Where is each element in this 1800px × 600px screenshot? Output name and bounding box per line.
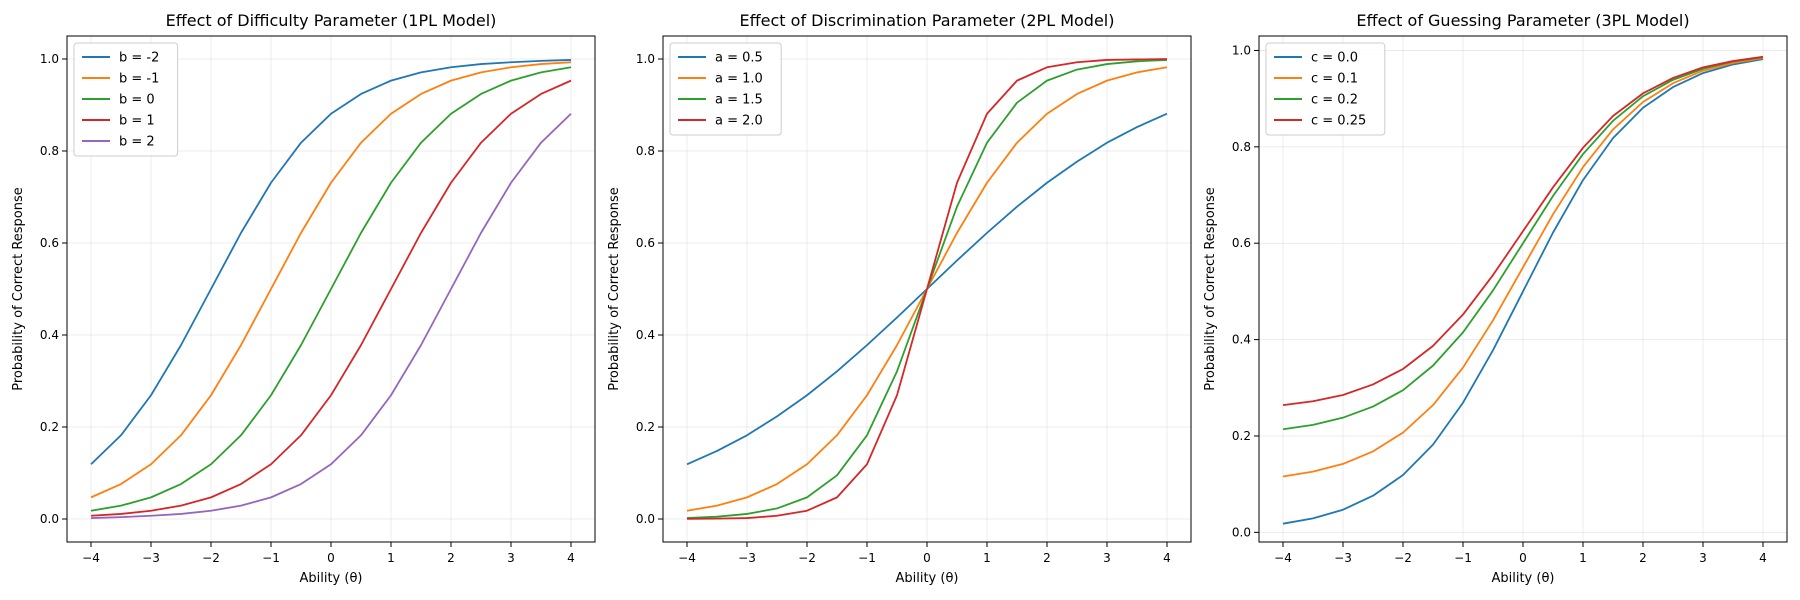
legend-frame bbox=[669, 42, 782, 136]
y-tick-label: 1.0 bbox=[636, 52, 655, 66]
y-tick-label: 0.4 bbox=[636, 328, 655, 342]
y-tick-label: 0.0 bbox=[1232, 525, 1251, 539]
series-line-b-2 bbox=[90, 113, 572, 519]
x-tick-label: −2 bbox=[798, 551, 816, 565]
x-tick-label: −1 bbox=[858, 551, 876, 565]
legend-label: b = 0 bbox=[119, 93, 155, 108]
x-tick-label: −1 bbox=[262, 551, 280, 565]
legend-frame bbox=[73, 42, 179, 157]
x-tick-label: 0 bbox=[923, 551, 931, 565]
legend-label: b = 1 bbox=[119, 114, 155, 129]
x-tick-label: 1 bbox=[1579, 551, 1587, 565]
y-tick-label: 0.8 bbox=[636, 144, 655, 158]
x-tick-label: 3 bbox=[1699, 551, 1707, 565]
y-tick-label: 0.4 bbox=[40, 328, 59, 342]
y-tick-label: 0.6 bbox=[1232, 236, 1251, 250]
legend-label: b = -1 bbox=[119, 72, 159, 87]
x-tick-label: 2 bbox=[1043, 551, 1051, 565]
y-tick-label: 1.0 bbox=[40, 52, 59, 66]
legend-label: a = 1.0 bbox=[715, 72, 763, 87]
y-tick-label: 0.2 bbox=[40, 420, 59, 434]
x-tick-label: −3 bbox=[738, 551, 756, 565]
x-tick-label: 0 bbox=[327, 551, 335, 565]
x-tick-label: −2 bbox=[202, 551, 220, 565]
legend-label: c = 0.0 bbox=[1311, 51, 1358, 66]
y-tick-label: 1.0 bbox=[1232, 43, 1251, 57]
x-tick-label: −4 bbox=[678, 551, 696, 565]
chart-panel-3: −4 −3 −2 −1 0 1 2 3 4 0.0 0.2 0.4 0.6 0.8 1.0 Effect of… bbox=[1203, 11, 1788, 586]
y-tick-label: 0.6 bbox=[40, 236, 59, 250]
x-tick-label: 1 bbox=[387, 551, 395, 565]
series-line-c-0-2 bbox=[1282, 56, 1764, 431]
x-axis-label: Ability (θ) bbox=[1491, 571, 1554, 586]
y-axis-label: Probability of Correct Response bbox=[607, 187, 622, 391]
y-tick-label: 0.4 bbox=[1232, 333, 1251, 347]
series-line-c-0-25 bbox=[1282, 55, 1764, 407]
y-axis-label: Probability of Correct Response bbox=[11, 187, 26, 391]
x-axis-label: Ability (θ) bbox=[895, 571, 958, 586]
x-tick-label: 2 bbox=[1639, 551, 1647, 565]
legend-label: c = 0.25 bbox=[1311, 114, 1366, 129]
x-tick-label: −4 bbox=[82, 551, 100, 565]
series-line-a-2-0 bbox=[686, 58, 1168, 520]
y-tick-label: 0.0 bbox=[40, 512, 59, 526]
x-tick-label: 2 bbox=[447, 551, 455, 565]
x-tick-label: 3 bbox=[507, 551, 515, 565]
legend: c = 0.0 c = 0.1 c = 0.2 c = 0.25 bbox=[1265, 42, 1386, 136]
x-tick-label: −4 bbox=[1274, 551, 1292, 565]
chart-title: Effect of Guessing Parameter (3PL Model) bbox=[1356, 11, 1689, 30]
series-line-c-0-1 bbox=[1282, 57, 1764, 478]
x-tick-label: −3 bbox=[1334, 551, 1352, 565]
x-tick-label: 4 bbox=[1759, 551, 1767, 565]
legend-label: b = 2 bbox=[119, 135, 155, 150]
x-tick-label: 1 bbox=[983, 551, 991, 565]
legend-label: c = 0.1 bbox=[1311, 72, 1358, 87]
legend: b = -2 b = -1 b = 0 b = 1 b = 2 bbox=[73, 42, 179, 157]
series-line-c-0-0 bbox=[1282, 58, 1764, 525]
legend-frame bbox=[1265, 42, 1386, 136]
y-tick-label: 0.6 bbox=[636, 236, 655, 250]
x-tick-label: 4 bbox=[567, 551, 575, 565]
legend: a = 0.5 a = 1.0 a = 1.5 a = 2.0 bbox=[669, 42, 782, 136]
chart-panel-1: −4 −3 −2 −1 0 1 2 3 4 0.0 0.2 0.4 0.6 0.8 1.0 Effect of… bbox=[11, 11, 596, 586]
x-tick-label: 0 bbox=[1519, 551, 1527, 565]
x-tick-label: −2 bbox=[1394, 551, 1412, 565]
series-line-b-1 bbox=[90, 79, 572, 517]
legend-label: a = 0.5 bbox=[715, 51, 763, 66]
chart-panel-2: −4 −3 −2 −1 0 1 2 3 4 0.0 0.2 0.4 0.6 0.8 1.0 Effect of… bbox=[607, 11, 1192, 586]
chart-title: Effect of Difficulty Parameter (1PL Mode… bbox=[166, 11, 497, 30]
series-line-b-1 bbox=[90, 61, 572, 499]
y-tick-label: 0.2 bbox=[636, 420, 655, 434]
chart-title: Effect of Discrimination Parameter (2PL … bbox=[740, 11, 1115, 30]
y-tick-label: 0.8 bbox=[40, 144, 59, 158]
x-tick-label: −3 bbox=[142, 551, 160, 565]
y-axis-label: Probability of Correct Response bbox=[1203, 187, 1218, 391]
series-line-b-0 bbox=[90, 66, 572, 512]
x-axis-label: Ability (θ) bbox=[299, 571, 362, 586]
legend-label: b = -2 bbox=[119, 51, 159, 66]
x-tick-label: −1 bbox=[1454, 551, 1472, 565]
y-tick-label: 0.0 bbox=[636, 512, 655, 526]
x-tick-label: 3 bbox=[1103, 551, 1111, 565]
legend-label: a = 2.0 bbox=[715, 114, 763, 129]
series-line-b-2 bbox=[90, 59, 572, 465]
legend-label: a = 1.5 bbox=[715, 93, 763, 108]
x-tick-label: 4 bbox=[1163, 551, 1171, 565]
legend-label: c = 0.2 bbox=[1311, 93, 1358, 108]
y-tick-label: 0.8 bbox=[1232, 140, 1251, 154]
y-tick-label: 0.2 bbox=[1232, 429, 1251, 443]
